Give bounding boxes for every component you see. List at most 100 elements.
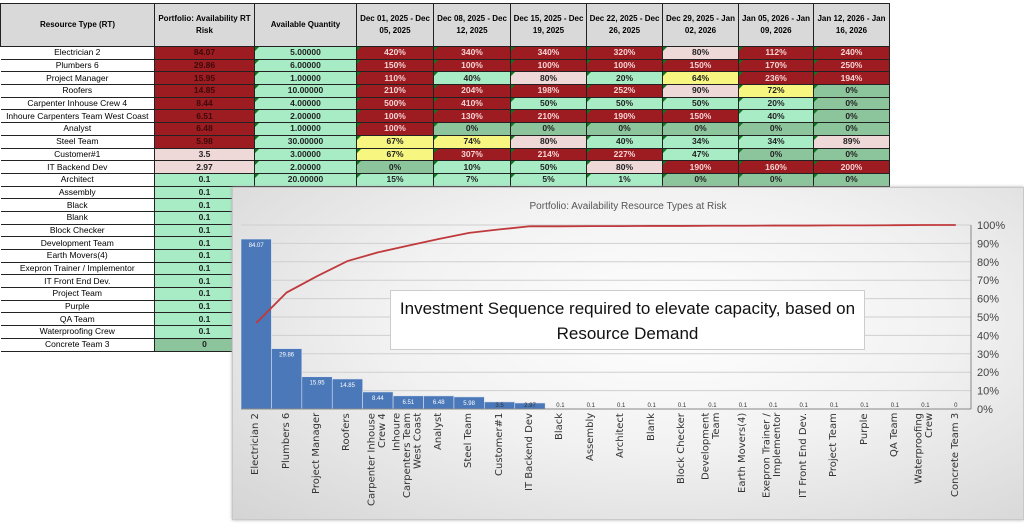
week-load-cell[interactable]: 34% xyxy=(738,134,814,149)
resource-name-cell[interactable]: Architect xyxy=(0,172,155,187)
week-load-cell[interactable]: 240% xyxy=(813,46,890,60)
resource-name-cell[interactable]: Project Manager xyxy=(0,71,155,86)
risk-cell[interactable]: 6.51 xyxy=(154,109,255,124)
week-load-cell[interactable]: 20% xyxy=(738,96,814,111)
week-load-cell[interactable]: 320% xyxy=(586,46,663,60)
week-load-cell[interactable]: 0% xyxy=(356,160,434,174)
column-header[interactable]: Dec 01, 2025 - Dec 05, 2025 xyxy=(356,3,434,47)
week-load-cell[interactable]: 100% xyxy=(356,122,434,136)
column-header[interactable]: Jan 12, 2026 - Jan 16, 2026 xyxy=(813,3,890,47)
week-load-cell[interactable]: 0% xyxy=(662,172,739,187)
week-load-cell[interactable]: 198% xyxy=(510,84,587,98)
week-load-cell[interactable]: 340% xyxy=(433,46,511,60)
week-load-cell[interactable]: 250% xyxy=(813,58,890,73)
week-load-cell[interactable]: 0% xyxy=(433,122,511,136)
resource-name-cell[interactable]: Electrician 2 xyxy=(0,46,155,60)
week-load-cell[interactable]: 20% xyxy=(586,71,663,86)
week-load-cell[interactable]: 214% xyxy=(510,147,587,162)
quantity-cell[interactable]: 2.00000 xyxy=(254,109,357,124)
week-load-cell[interactable]: 0% xyxy=(738,122,814,136)
column-header[interactable]: Dec 15, 2025 - Dec 19, 2025 xyxy=(510,3,587,47)
risk-cell[interactable]: 0.1 xyxy=(154,172,255,187)
week-load-cell[interactable]: 100% xyxy=(433,58,511,73)
resource-name-cell[interactable]: Earth Movers(4) xyxy=(0,249,155,263)
week-load-cell[interactable]: 190% xyxy=(662,160,739,174)
resource-name-cell[interactable]: Waterproofing Crew xyxy=(0,325,155,339)
resource-name-cell[interactable]: Concrete Team 3 xyxy=(0,337,155,352)
week-load-cell[interactable]: 100% xyxy=(586,58,663,73)
risk-cell[interactable]: 15.95 xyxy=(154,71,255,86)
week-load-cell[interactable]: 112% xyxy=(738,46,814,60)
week-load-cell[interactable]: 150% xyxy=(356,58,434,73)
week-load-cell[interactable]: 307% xyxy=(433,147,511,162)
week-load-cell[interactable]: 1% xyxy=(586,172,663,187)
week-load-cell[interactable]: 170% xyxy=(738,58,814,73)
week-load-cell[interactable]: 40% xyxy=(586,134,663,149)
resource-name-cell[interactable]: IT Backend Dev xyxy=(0,160,155,174)
pareto-chart[interactable]: Portfolio: Availability Resource Types a… xyxy=(232,187,1024,520)
week-load-cell[interactable]: 0% xyxy=(510,122,587,136)
week-load-cell[interactable]: 80% xyxy=(662,46,739,60)
quantity-cell[interactable]: 30.00000 xyxy=(254,134,357,149)
resource-name-cell[interactable]: Block Checker xyxy=(0,223,155,238)
week-load-cell[interactable]: 89% xyxy=(813,134,890,149)
resource-name-cell[interactable]: Exepron Trainer / Implementor xyxy=(0,261,155,276)
risk-cell[interactable]: 0.1 xyxy=(154,223,255,238)
week-load-cell[interactable]: 340% xyxy=(510,46,587,60)
resource-name-cell[interactable]: Carpenter Inhouse Crew 4 xyxy=(0,96,155,111)
week-load-cell[interactable]: 0% xyxy=(813,172,890,187)
week-load-cell[interactable]: 100% xyxy=(510,58,587,73)
week-load-cell[interactable]: 110% xyxy=(356,71,434,86)
risk-cell[interactable]: 0.1 xyxy=(154,185,255,200)
week-load-cell[interactable]: 74% xyxy=(433,134,511,149)
week-load-cell[interactable]: 10% xyxy=(433,160,511,174)
week-load-cell[interactable]: 130% xyxy=(433,109,511,124)
resource-name-cell[interactable]: Blank xyxy=(0,210,155,225)
week-load-cell[interactable]: 210% xyxy=(356,84,434,98)
week-load-cell[interactable]: 50% xyxy=(510,96,587,111)
quantity-cell[interactable]: 10.00000 xyxy=(254,84,357,98)
week-load-cell[interactable]: 194% xyxy=(813,71,890,86)
week-load-cell[interactable]: 0% xyxy=(813,147,890,162)
resource-name-cell[interactable]: Roofers xyxy=(0,84,155,98)
quantity-cell[interactable]: 3.00000 xyxy=(254,147,357,162)
resource-name-cell[interactable]: Analyst xyxy=(0,122,155,136)
week-load-cell[interactable]: 7% xyxy=(433,172,511,187)
week-load-cell[interactable]: 0% xyxy=(813,109,890,124)
risk-cell[interactable]: 14.85 xyxy=(154,84,255,98)
quantity-cell[interactable]: 4.00000 xyxy=(254,96,357,111)
column-header[interactable]: Portfolio: Availability RT Risk xyxy=(154,3,255,47)
column-header[interactable]: Dec 08, 2025 - Dec 12, 2025 xyxy=(433,3,511,47)
week-load-cell[interactable]: 190% xyxy=(586,109,663,124)
week-load-cell[interactable]: 80% xyxy=(586,160,663,174)
resource-name-cell[interactable]: Black xyxy=(0,198,155,212)
week-load-cell[interactable]: 67% xyxy=(356,147,434,162)
risk-cell[interactable]: 0 xyxy=(154,337,255,352)
week-load-cell[interactable]: 200% xyxy=(813,160,890,174)
column-header[interactable]: Jan 05, 2026 - Jan 09, 2026 xyxy=(738,3,814,47)
resource-name-cell[interactable]: QA Team xyxy=(0,312,155,327)
resource-name-cell[interactable]: Inhoure Carpenters Team West Coast xyxy=(0,109,155,124)
column-header[interactable]: Resource Type (RT) xyxy=(0,3,155,47)
week-load-cell[interactable]: 90% xyxy=(662,84,739,98)
week-load-cell[interactable]: 0% xyxy=(813,96,890,111)
week-load-cell[interactable]: 47% xyxy=(662,147,739,162)
week-load-cell[interactable]: 160% xyxy=(738,160,814,174)
risk-cell[interactable]: 0.1 xyxy=(154,210,255,225)
week-load-cell[interactable]: 15% xyxy=(356,172,434,187)
week-load-cell[interactable]: 227% xyxy=(586,147,663,162)
quantity-cell[interactable]: 1.00000 xyxy=(254,122,357,136)
resource-name-cell[interactable]: Development Team xyxy=(0,236,155,250)
quantity-cell[interactable]: 20.00000 xyxy=(254,172,357,187)
resource-name-cell[interactable]: Plumbers 6 xyxy=(0,58,155,73)
week-load-cell[interactable]: 500% xyxy=(356,96,434,111)
week-load-cell[interactable]: 0% xyxy=(662,122,739,136)
risk-cell[interactable]: 3.5 xyxy=(154,147,255,162)
week-load-cell[interactable]: 0% xyxy=(813,84,890,98)
week-load-cell[interactable]: 80% xyxy=(510,71,587,86)
risk-cell[interactable]: 0.1 xyxy=(154,287,255,301)
risk-cell[interactable]: 29.86 xyxy=(154,58,255,73)
week-load-cell[interactable]: 5% xyxy=(510,172,587,187)
week-load-cell[interactable]: 204% xyxy=(433,84,511,98)
week-load-cell[interactable]: 64% xyxy=(662,71,739,86)
